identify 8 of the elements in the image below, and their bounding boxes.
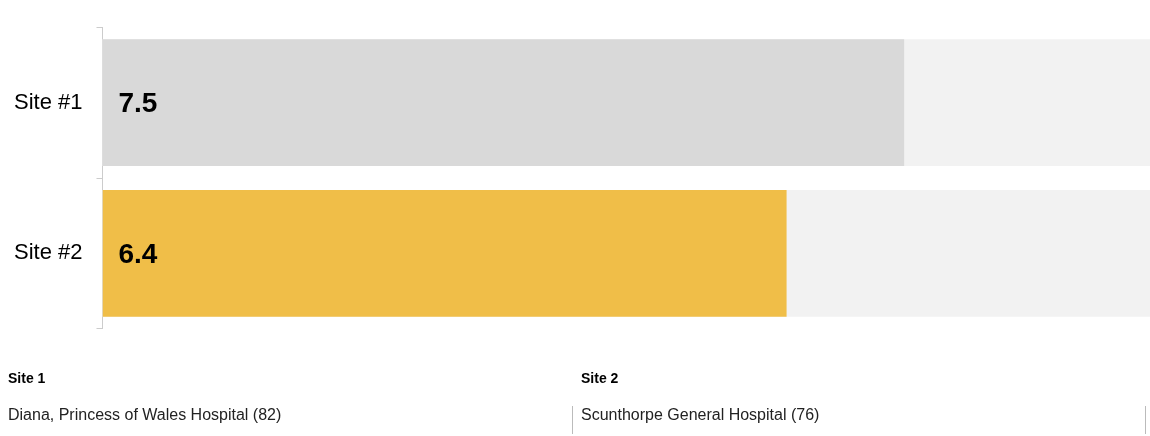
text: Diana, Princess of Wales Hospital (82) (8, 406, 282, 424)
data-label: 6.4 (118, 238, 158, 270)
text: Site 2 (581, 370, 620, 386)
y-tick-label: Site #2 (13, 239, 83, 265)
y-tick-label: Site #1 (13, 88, 83, 114)
text: Site 1 (8, 370, 47, 386)
text: Scunthorpe General Hospital (76) (581, 406, 820, 424)
data-label: 7.5 (118, 87, 158, 119)
